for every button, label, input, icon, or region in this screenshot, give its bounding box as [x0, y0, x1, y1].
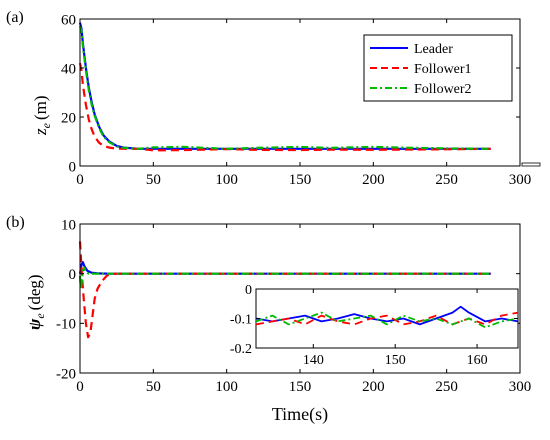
panel-a-label: (a) — [6, 9, 24, 26]
panel-b-xtick-label: 0 — [76, 379, 84, 395]
panel-b-xlabel-unit: (s) — [309, 404, 328, 425]
inset-series — [255, 305, 519, 329]
panel-b-label: (b) — [6, 214, 25, 231]
inset-xtick-label: 150 — [385, 353, 406, 368]
panel-a-ytick-label: 40 — [61, 61, 76, 77]
panel-b-ytick-label: -20 — [56, 366, 76, 382]
panel-a-xtick-label: 150 — [289, 172, 312, 188]
panel-a-ylabel-symbol: z — [31, 128, 50, 136]
panel-b-xtick-label: 250 — [435, 379, 458, 395]
panel-a-edge-mark — [521, 162, 541, 167]
panel-b-xtick-label: 300 — [509, 379, 532, 395]
panel-b-xlabel-text: Time — [272, 404, 309, 424]
panel-b-series-follower1 — [78, 241, 491, 339]
inset-xtick-label: 140 — [303, 353, 324, 368]
legend: Leader Follower1 Follower2 — [363, 34, 513, 102]
panel-a-xtick-label: 0 — [76, 172, 84, 188]
legend-follower1-label: Follower1 — [414, 62, 472, 77]
panel-b-series — [78, 241, 491, 339]
inset-plot: 140 150 160 -0.2 -0.1 0 — [230, 283, 519, 368]
panel-a-xtick-label: 100 — [215, 172, 238, 188]
panel-a: (a) 0 50 100 150 200 250 300 0 20 40 60 ze(m) Lead… — [6, 9, 541, 188]
panel-a-ylabel-unit: (m) — [31, 96, 50, 121]
panel-a-ytick-label: 20 — [61, 110, 76, 126]
inset-ytick-label: -0.1 — [230, 312, 252, 327]
panel-b-series-leader — [78, 261, 491, 275]
panel-b-ytick-label: -10 — [56, 317, 76, 333]
panel-b-ytick-label: 0 — [69, 267, 77, 283]
panel-a-ytick-label: 0 — [69, 159, 77, 175]
panel-a-ylabel: ze(m) — [31, 96, 53, 137]
inset-series-follower1 — [255, 311, 519, 326]
panel-a-xtick-label: 250 — [435, 172, 458, 188]
legend-follower2-label: Follower2 — [414, 82, 472, 97]
panel-b-xtick-label: 200 — [362, 379, 385, 395]
panel-b-ylabel-sub: e — [33, 313, 47, 319]
legend-leader-label: Leader — [414, 42, 453, 57]
panel-a-series — [78, 22, 491, 152]
panel-b-series-follower2 — [78, 266, 491, 290]
panel-a-ytick-label: 60 — [61, 12, 76, 28]
inset-ytick-label: 0 — [245, 283, 252, 298]
legend-box — [363, 34, 513, 102]
panel-a-ylabel-sub: e — [39, 122, 53, 128]
panel-a-series-follower2 — [78, 25, 491, 150]
inset-frame — [255, 288, 519, 349]
panel-a-xtick-label: 200 — [362, 172, 385, 188]
panel-a-ticks: 0 50 100 150 200 250 300 0 20 40 60 — [61, 12, 531, 188]
panel-b-ylabel-unit: (deg) — [25, 274, 44, 310]
panel-a-xtick-label: 300 — [509, 172, 532, 188]
panel-b-xtick-label: 100 — [215, 379, 238, 395]
inset-series-follower2 — [255, 311, 519, 329]
panel-a-xtick-label: 50 — [146, 172, 161, 188]
panel-b-ylabel: ψe (deg) — [25, 274, 47, 330]
panel-b-xtick-label: 150 — [289, 379, 312, 395]
panel-b-xlabel: Time(s) — [272, 404, 328, 425]
panel-b-ytick-label: 10 — [61, 217, 76, 233]
panel-b-xtick-label: 50 — [146, 379, 161, 395]
inset-ytick-label: -0.2 — [230, 342, 252, 357]
inset-xtick-label: 160 — [467, 353, 488, 368]
inset-ticks: 140 150 160 -0.2 -0.1 0 — [230, 283, 518, 368]
panel-b-ylabel-symbol: ψ — [25, 318, 44, 330]
